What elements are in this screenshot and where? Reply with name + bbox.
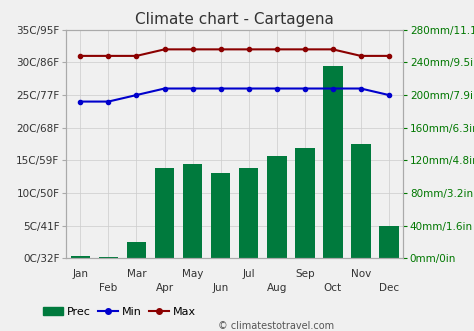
Text: Apr: Apr — [155, 283, 173, 293]
Text: Mar: Mar — [127, 269, 146, 279]
Text: Nov: Nov — [351, 269, 371, 279]
Bar — [99, 257, 118, 258]
Bar — [351, 144, 371, 258]
Text: Jan: Jan — [73, 269, 88, 279]
Bar — [127, 242, 146, 258]
Legend: Prec, Min, Max: Prec, Min, Max — [38, 302, 201, 321]
Bar — [323, 67, 343, 258]
Text: Jul: Jul — [242, 269, 255, 279]
Text: Feb: Feb — [99, 283, 118, 293]
Text: Oct: Oct — [324, 283, 342, 293]
Text: Jun: Jun — [212, 283, 229, 293]
Title: Climate chart - Cartagena: Climate chart - Cartagena — [135, 12, 334, 27]
Text: Sep: Sep — [295, 269, 315, 279]
Bar — [183, 165, 202, 258]
Bar — [71, 256, 90, 258]
Bar — [267, 156, 286, 258]
Text: © climatestotravel.com: © climatestotravel.com — [218, 321, 334, 331]
Text: May: May — [182, 269, 203, 279]
Text: Dec: Dec — [379, 283, 399, 293]
Bar — [379, 225, 399, 258]
Bar — [155, 168, 174, 258]
Bar — [239, 168, 258, 258]
Bar — [295, 148, 315, 258]
Text: Aug: Aug — [266, 283, 287, 293]
Bar — [211, 172, 230, 258]
